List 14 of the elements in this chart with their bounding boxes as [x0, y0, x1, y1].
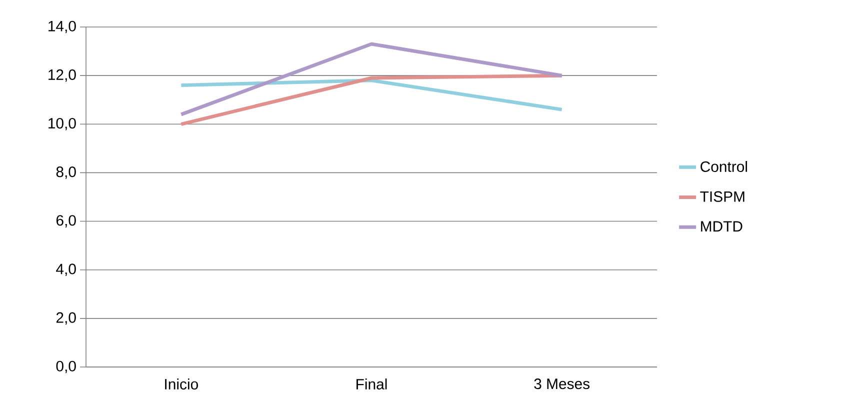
x-tick-label: Final — [356, 378, 387, 390]
legend-label: TISPM — [700, 191, 744, 202]
y-tick-label: 6,0 — [56, 215, 76, 228]
x-tick-label: 3 Meses — [534, 378, 590, 390]
y-tick-label: 2,0 — [56, 312, 76, 325]
y-tick-label: 10,0 — [48, 118, 76, 130]
y-tick-label: 12,0 — [48, 69, 76, 82]
y-tick-label: 8,0 — [56, 166, 76, 179]
x-tick-label: Inicio — [165, 378, 198, 390]
legend-label: Control — [700, 161, 747, 172]
y-tick-label: 4,0 — [56, 264, 76, 276]
y-tick-label: 0,0 — [56, 360, 76, 374]
legend-label: MDTD — [701, 221, 742, 232]
y-tick-label: 14,0 — [48, 20, 76, 34]
